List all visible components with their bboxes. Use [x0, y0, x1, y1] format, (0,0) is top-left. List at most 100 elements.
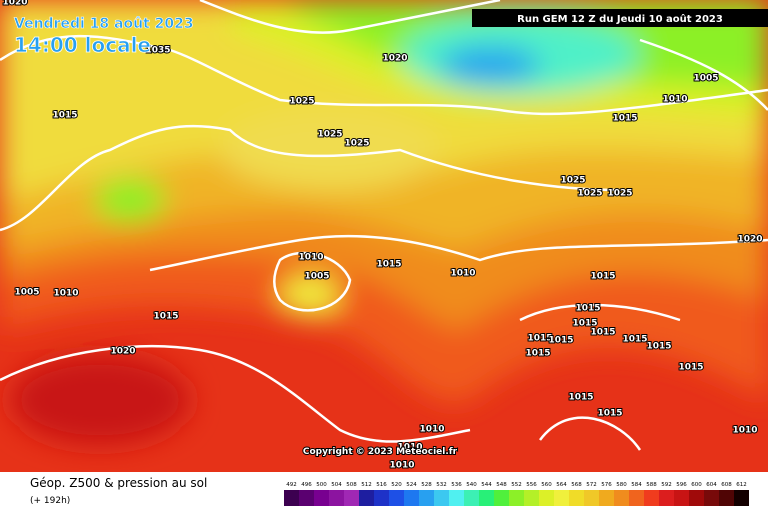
colorbar-swatch: [569, 490, 584, 506]
valid-time: 14:00 locale: [14, 33, 151, 57]
isobar-label: 1020: [2, 0, 27, 8]
colorbar-swatch: [674, 490, 689, 506]
colorbar-label: 564: [556, 482, 567, 488]
colorbar-label: 580: [616, 482, 627, 488]
colorbar-label: 516: [376, 482, 387, 488]
isobar-label: 1015: [678, 363, 703, 373]
colorbar-label: 552: [511, 482, 522, 488]
colorbar-swatch: [644, 490, 659, 506]
colorbar-label: 560: [541, 482, 552, 488]
colorbar-swatch: [494, 490, 509, 506]
isobar-label: 1025: [289, 97, 314, 107]
colorbar-label: 612: [736, 482, 747, 488]
run-info: Run GEM 12 Z du Jeudi 10 août 2023: [517, 13, 723, 25]
colorbar-swatch: [464, 490, 479, 506]
colorbar-swatch: [434, 490, 449, 506]
colorbar-swatch: [599, 490, 614, 506]
colorbar-swatch: [659, 490, 674, 506]
isobar-label: 1015: [376, 260, 401, 270]
colorbar-swatch: [284, 490, 299, 506]
colorbar-swatch: [449, 490, 464, 506]
colorbar-label: 532: [436, 482, 447, 488]
colorbar-label: 540: [466, 482, 477, 488]
colorbar-label: 512: [361, 482, 372, 488]
isobar-label: 1005: [304, 272, 329, 282]
isobar-label: 1010: [662, 95, 687, 105]
isobar-label: 1010: [419, 425, 444, 435]
isobar-label: 1010: [53, 289, 78, 299]
colorbar-swatch: [614, 490, 629, 506]
isobar-label: 1010: [732, 426, 757, 436]
isobar-label: 1010: [298, 253, 323, 263]
isobar-label: 1015: [597, 409, 622, 419]
colorbar-swatch: [539, 490, 554, 506]
colorbar-swatch: [389, 490, 404, 506]
z500-field: [0, 0, 768, 472]
colorbar-label: 520: [391, 482, 402, 488]
isobar-label: 1010: [389, 461, 414, 471]
colorbar-label: 572: [586, 482, 597, 488]
isobar-label: 1015: [527, 334, 552, 344]
colorbar-swatch: [704, 490, 719, 506]
colorbar-swatch: [419, 490, 434, 506]
isobar-label: 1010: [450, 269, 475, 279]
colorbar-swatch: [329, 490, 344, 506]
isobar-label: 1015: [612, 114, 637, 124]
colorbar-label: 548: [496, 482, 507, 488]
isobar-label: 1015: [52, 111, 77, 121]
isobar-label: 1020: [110, 347, 135, 357]
colorbar-label: 604: [706, 482, 717, 488]
colorbar-swatch: [479, 490, 494, 506]
colorbar-label: 608: [721, 482, 732, 488]
isobar-label: 1010: [397, 443, 422, 453]
isobar-label: 1015: [622, 335, 647, 345]
colorbar-label: 588: [646, 482, 657, 488]
colorbar-swatch: [689, 490, 704, 506]
isobar-label: 1025: [560, 176, 585, 186]
colorbar-swatch: [554, 490, 569, 506]
colorbar-swatch: [584, 490, 599, 506]
isobar-label: 1025: [607, 189, 632, 199]
isobar-label: 1015: [153, 312, 178, 322]
isobar-label: 1005: [14, 288, 39, 298]
isobar-label: 1015: [575, 304, 600, 314]
colorbar-swatch: [359, 490, 374, 506]
isobar-label: 1025: [577, 189, 602, 199]
run-banner: [472, 9, 768, 27]
colorbar-label: 536: [451, 482, 462, 488]
valid-date: Vendredi 18 août 2023: [14, 16, 194, 32]
colorbar-swatch: [509, 490, 524, 506]
isobar-label: 1015: [590, 272, 615, 282]
isobar-label: 1015: [646, 342, 671, 352]
isobar-label: 1025: [317, 130, 342, 140]
colorbar-label: 508: [346, 482, 357, 488]
colorbar-label: 528: [421, 482, 432, 488]
colorbar-swatch: [299, 490, 314, 506]
colorbar-swatch: [719, 490, 734, 506]
colorbar-label: 576: [601, 482, 612, 488]
copyright: Copyright © 2023 Meteociel.fr: [303, 447, 458, 457]
isobar-label: 1015: [572, 319, 597, 329]
colorbar-label: 504: [331, 482, 342, 488]
colorbar-swatch: [404, 490, 419, 506]
footer-title: Géop. Z500 & pression au sol: [30, 476, 207, 490]
colorbar-label: 492: [286, 482, 297, 488]
colorbar-label: 596: [676, 482, 687, 488]
colorbar-swatch: [524, 490, 539, 506]
colorbar-swatch: [629, 490, 644, 506]
colorbar-swatch: [734, 490, 749, 506]
colorbar-swatch: [374, 490, 389, 506]
colorbar-swatch: [314, 490, 329, 506]
colorbar-label: 496: [301, 482, 312, 488]
isobar-label: 1005: [693, 74, 718, 84]
isobar-label: 1035: [145, 46, 170, 56]
colorbar-swatch: [344, 490, 359, 506]
isobars: [0, 0, 768, 451]
colorbar-label: 600: [691, 482, 702, 488]
isobar-label: 1020: [382, 54, 407, 64]
isobar-label: 1015: [548, 336, 573, 346]
footer-lead: (+ 192h): [30, 496, 70, 506]
isobar-label: 1015: [590, 328, 615, 338]
isobar-label: 1015: [525, 349, 550, 359]
